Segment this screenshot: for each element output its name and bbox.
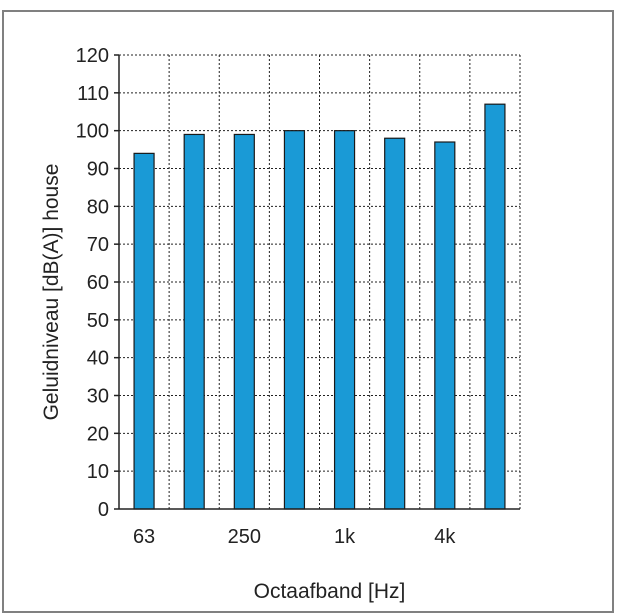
y-tick-label: 120 bbox=[76, 45, 109, 67]
y-tick-labels: 0 10 20 30 40 50 60 70 80 90 100 110 120 bbox=[76, 45, 109, 521]
y-tick-label: 70 bbox=[87, 234, 109, 256]
y-tick-label: 40 bbox=[87, 348, 109, 370]
bar-250 bbox=[233, 133, 255, 510]
bar-2k bbox=[384, 137, 406, 510]
x-axis-title: Octaafband [Hz] bbox=[254, 580, 406, 603]
x-tick-label: 1k bbox=[334, 526, 356, 548]
y-tick-label: 60 bbox=[87, 272, 109, 294]
bar-63 bbox=[133, 152, 155, 510]
chart-frame bbox=[2, 10, 614, 613]
y-tick-label: 90 bbox=[87, 159, 109, 181]
y-tick-label: 100 bbox=[76, 121, 109, 143]
x-tick-label: 250 bbox=[228, 526, 261, 548]
bar-8k bbox=[484, 103, 506, 510]
bars bbox=[133, 103, 506, 510]
y-tick-label: 20 bbox=[87, 423, 109, 445]
bar-125 bbox=[183, 133, 205, 510]
grid-lines bbox=[119, 54, 521, 509]
y-tick-label: 50 bbox=[87, 310, 109, 332]
y-axis-title: Geluidniveau [dB(A)] house bbox=[40, 164, 63, 421]
x-tick-label: 63 bbox=[133, 526, 155, 548]
bar-4k bbox=[434, 141, 456, 510]
x-tick-label: 4k bbox=[434, 526, 456, 548]
x-tick-labels: 63 250 1k 4k bbox=[133, 526, 456, 548]
axes bbox=[114, 54, 520, 510]
y-tick-label: 30 bbox=[87, 386, 109, 408]
y-tick-label: 80 bbox=[87, 196, 109, 218]
y-tick-label: 110 bbox=[77, 83, 109, 105]
y-tick-label: 10 bbox=[87, 461, 109, 483]
bar-500 bbox=[283, 130, 306, 510]
bar-1k bbox=[333, 130, 356, 510]
y-tick-label: 0 bbox=[98, 499, 109, 521]
